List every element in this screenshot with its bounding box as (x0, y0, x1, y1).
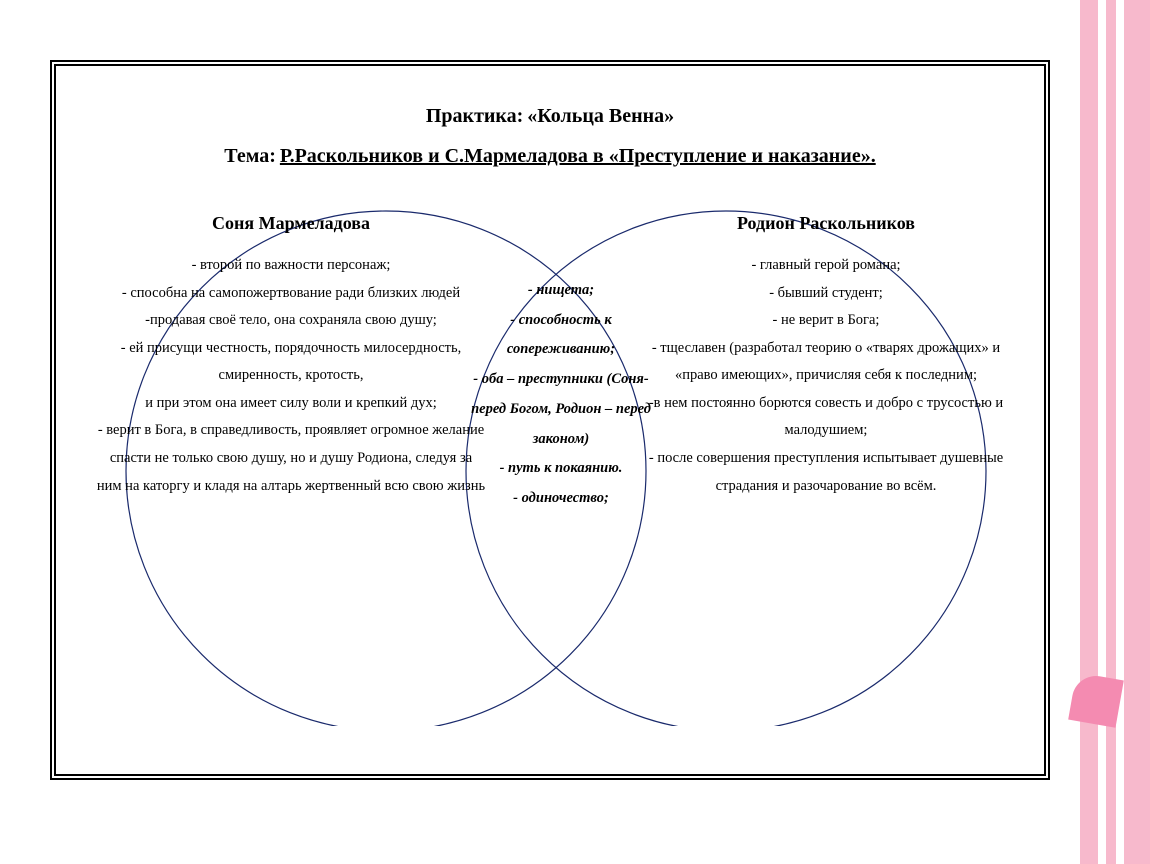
venn-mid-item: - путь к покаянию. (456, 454, 666, 484)
stripe-gap (1116, 0, 1124, 864)
venn-right-title: Родион Раскольников (641, 206, 1011, 240)
topic-line: Тема: Р.Раскольников и С.Мармеладова в «… (86, 136, 1014, 176)
venn-mid-item: - нищета; (456, 276, 666, 306)
decor-stripes (1080, 0, 1150, 864)
stripe-gap (1098, 0, 1106, 864)
venn-left-item: и при этом она имеет силу воли и крепкий… (96, 390, 486, 418)
venn-middle-column: - нищета; - способность к сопереживанию;… (456, 276, 666, 514)
practice-line: Практика: «Кольца Венна» (86, 96, 1014, 136)
venn-right-column: Родион Раскольников - главный герой рома… (641, 206, 1011, 500)
venn-right-item: - после совершения преступления испытыва… (641, 445, 1011, 500)
venn-mid-item: - способность к сопереживанию; (456, 306, 666, 365)
venn-left-item: - верит в Бога, в справедливость, проявл… (96, 417, 486, 500)
header-block: Практика: «Кольца Венна» Тема: Р.Расколь… (86, 96, 1014, 176)
topic-text: Р.Раскольников и С.Мармеладова в «Престу… (280, 145, 876, 167)
decor-wedge (1068, 672, 1124, 728)
venn-left-title: Соня Мармеладова (96, 206, 486, 240)
venn-left-item: -продавая своё тело, она сохраняла свою … (96, 307, 486, 335)
venn-left-item: - ей присущи честность, порядочность мил… (96, 335, 486, 390)
venn-mid-item: - одиночество; (456, 484, 666, 514)
practice-label: Практика: (426, 105, 523, 127)
venn-right-item: - тщеславен (разработал теорию о «тварях… (641, 335, 1011, 390)
topic-label: Тема: (224, 145, 276, 167)
venn-diagram: Соня Мармеладова - второй по важности пе… (86, 186, 1026, 726)
stripe (1080, 0, 1098, 864)
venn-mid-item: - оба – преступники (Соня- перед Богом, … (456, 365, 666, 454)
venn-left-column: Соня Мармеладова - второй по важности пе… (96, 206, 486, 500)
venn-right-item: -в нем постоянно борются совесть и добро… (641, 390, 1011, 445)
stripe (1124, 0, 1150, 864)
venn-left-item: - второй по важности персонаж; (96, 252, 486, 280)
practice-title: «Кольца Венна» (527, 105, 674, 127)
document-page: Практика: «Кольца Венна» Тема: Р.Расколь… (50, 60, 1050, 780)
venn-right-item: - бывший студент; (641, 280, 1011, 308)
stripe (1106, 0, 1116, 864)
venn-left-item: - способна на самопожертвование ради бли… (96, 280, 486, 308)
venn-right-item: - не верит в Бога; (641, 307, 1011, 335)
venn-right-item: - главный герой романа; (641, 252, 1011, 280)
